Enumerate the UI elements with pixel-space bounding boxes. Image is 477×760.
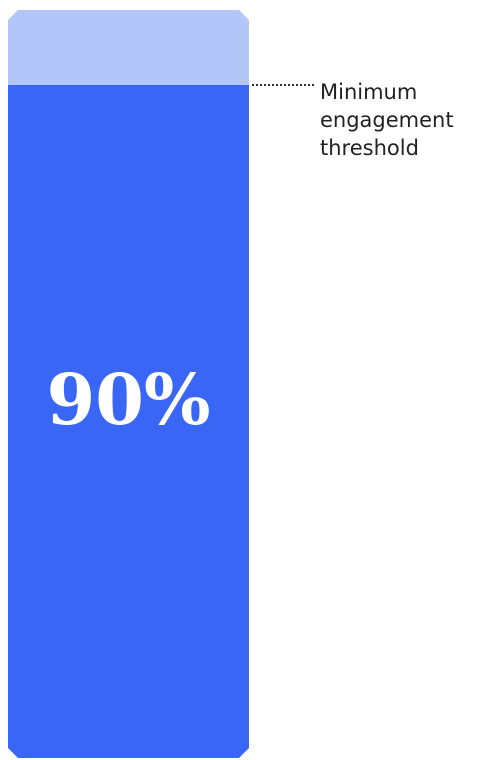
bar-fill-90-percent — [8, 85, 249, 758]
bar-value-label: 90% — [47, 358, 211, 441]
threshold-annotation: Minimum engagement threshold — [320, 80, 454, 160]
bar-remainder — [8, 10, 249, 85]
